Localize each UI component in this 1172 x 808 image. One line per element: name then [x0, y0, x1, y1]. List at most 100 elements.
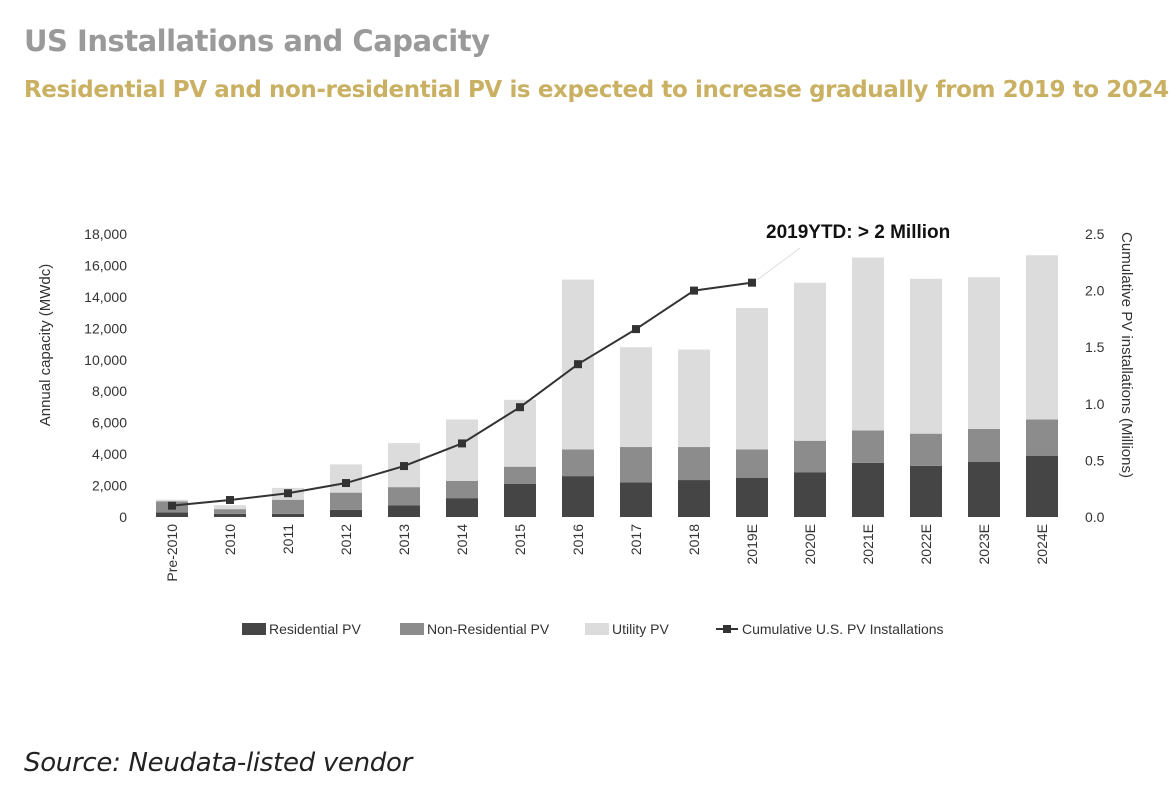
- bar-residential-pv-2011: [272, 513, 304, 517]
- legend-label: Residential PV: [269, 621, 361, 637]
- y-tick-label: 10,000: [84, 352, 127, 368]
- cumulative-point: [516, 403, 524, 412]
- bar-non-residential-pv-2016: [562, 449, 594, 477]
- y2-tick-label: 0.5: [1085, 452, 1105, 468]
- bar-non-residential-pv-2023E: [968, 428, 1000, 462]
- bar-residential-pv-2016: [562, 476, 594, 517]
- x-tick-label: 2021E: [860, 524, 876, 564]
- y2-tick-label: 0.0: [1085, 509, 1105, 525]
- cumulative-point: [284, 489, 292, 498]
- bar-non-residential-pv-2010: [214, 509, 246, 514]
- bar-non-residential-pv-2024E: [1026, 419, 1058, 456]
- cumulative-point: [574, 360, 582, 369]
- bar-utility-pv-Pre-2010: [156, 499, 188, 502]
- bar-utility-pv-2018: [678, 349, 710, 448]
- x-tick-label: Pre-2010: [164, 524, 180, 582]
- bar-non-residential-pv-2014: [446, 480, 478, 499]
- bar-residential-pv-2022E: [910, 465, 942, 517]
- bar-utility-pv-2021E: [852, 257, 884, 431]
- bar-residential-pv-2018: [678, 480, 710, 517]
- bar-non-residential-pv-2019E: [736, 449, 768, 478]
- cumulative-point: [226, 496, 234, 505]
- x-tick-label: 2014: [454, 524, 470, 555]
- bar-non-residential-pv-2018: [678, 447, 710, 481]
- annotation: 2019YTD: > 2 Million: [766, 222, 950, 243]
- x-tick-label: 2011: [280, 524, 296, 554]
- bar-non-residential-pv-2013: [388, 487, 420, 506]
- x-tick-label: 2019E: [744, 524, 760, 564]
- page-subtitle: Residential PV and non-residential PV is…: [24, 77, 1169, 103]
- x-tick-label: 2023E: [976, 524, 992, 564]
- bar-residential-pv-2023E: [968, 461, 1000, 517]
- bar-non-residential-pv-2017: [620, 447, 652, 483]
- page-title: US Installations and Capacity: [24, 24, 490, 58]
- bar-residential-pv-2014: [446, 498, 478, 517]
- y-tick-label: 16,000: [84, 257, 127, 273]
- bar-utility-pv-2012: [330, 464, 362, 493]
- bar-non-residential-pv-2020E: [794, 440, 826, 473]
- y2-tick-label: 2.0: [1085, 283, 1105, 299]
- y-tick-label: 8,000: [92, 383, 127, 399]
- legend-swatch: [242, 623, 266, 635]
- x-tick-label: 2018: [686, 524, 702, 555]
- legend-label: Non-Residential PV: [427, 621, 550, 637]
- bar-non-residential-pv-2015: [504, 466, 536, 484]
- x-tick-label: 2012: [338, 524, 354, 555]
- bar-utility-pv-2014: [446, 419, 478, 481]
- bar-utility-pv-2017: [620, 347, 652, 448]
- x-tick-label: 2015: [512, 524, 528, 555]
- bar-non-residential-pv-2011: [272, 499, 304, 514]
- y2-tick-label: 1.0: [1085, 396, 1105, 412]
- annotation-leader: [756, 247, 801, 281]
- y-tick-label: 4,000: [92, 446, 127, 462]
- bar-residential-pv-2020E: [794, 472, 826, 517]
- bar-utility-pv-2022E: [910, 278, 942, 434]
- cumulative-point: [168, 501, 176, 510]
- legend: Residential PV Non-Residential PV Utility …: [242, 621, 944, 637]
- bar-residential-pv-2019E: [736, 477, 768, 517]
- legend-label: Cumulative U.S. PV Installations: [742, 621, 944, 637]
- cumulative-point: [342, 479, 350, 488]
- x-tick-label: 2024E: [1034, 524, 1050, 564]
- bar-utility-pv-2023E: [968, 277, 1000, 429]
- y2-tick-label: 1.5: [1085, 339, 1105, 355]
- bar-residential-pv-2012: [330, 509, 362, 517]
- bar-residential-pv-2010: [214, 513, 246, 517]
- cumulative-point: [690, 286, 698, 295]
- legend-swatch: [585, 623, 609, 635]
- cumulative-point: [632, 325, 640, 334]
- bar-non-residential-pv-2021E: [852, 430, 884, 463]
- legend-swatch: [400, 623, 424, 635]
- bar-residential-pv-2013: [388, 505, 420, 517]
- bar-non-residential-pv-2022E: [910, 433, 942, 466]
- bar-residential-pv-2015: [504, 483, 536, 517]
- bar-utility-pv-2019E: [736, 307, 768, 450]
- y2-axis-label: Cumulative PV installations (Millions): [1118, 232, 1135, 478]
- source-note: Source: Neudata-listed vendor: [24, 748, 412, 778]
- bar-utility-pv-2010: [214, 505, 246, 510]
- legend-marker-swatch: [723, 625, 731, 633]
- x-tick-label: 2010: [222, 524, 238, 555]
- y2-tick-label: 2.5: [1085, 226, 1105, 242]
- cumulative-point: [458, 439, 466, 448]
- x-tick-label: 2017: [628, 524, 644, 555]
- legend-label: Utility PV: [612, 621, 669, 637]
- y-tick-label: 0: [119, 509, 127, 525]
- bar-residential-pv-2021E: [852, 462, 884, 517]
- y-tick-label: 2,000: [92, 478, 127, 494]
- bar-residential-pv-2017: [620, 482, 652, 517]
- y-axis-label: Annual capacity (MWdc): [37, 264, 54, 427]
- x-tick-label: 2022E: [918, 524, 934, 564]
- y-tick-label: 18,000: [84, 226, 127, 242]
- cumulative-point: [748, 278, 756, 287]
- y-tick-label: 6,000: [92, 415, 127, 431]
- bar-residential-pv-Pre-2010: [156, 512, 188, 517]
- bar-residential-pv-2024E: [1026, 455, 1058, 517]
- x-tick-label: 2020E: [802, 524, 818, 564]
- cumulative-point: [400, 462, 408, 471]
- y-tick-label: 12,000: [84, 320, 127, 336]
- y-tick-label: 14,000: [84, 289, 127, 305]
- x-tick-label: 2016: [570, 524, 586, 555]
- bar-utility-pv-2020E: [794, 282, 826, 441]
